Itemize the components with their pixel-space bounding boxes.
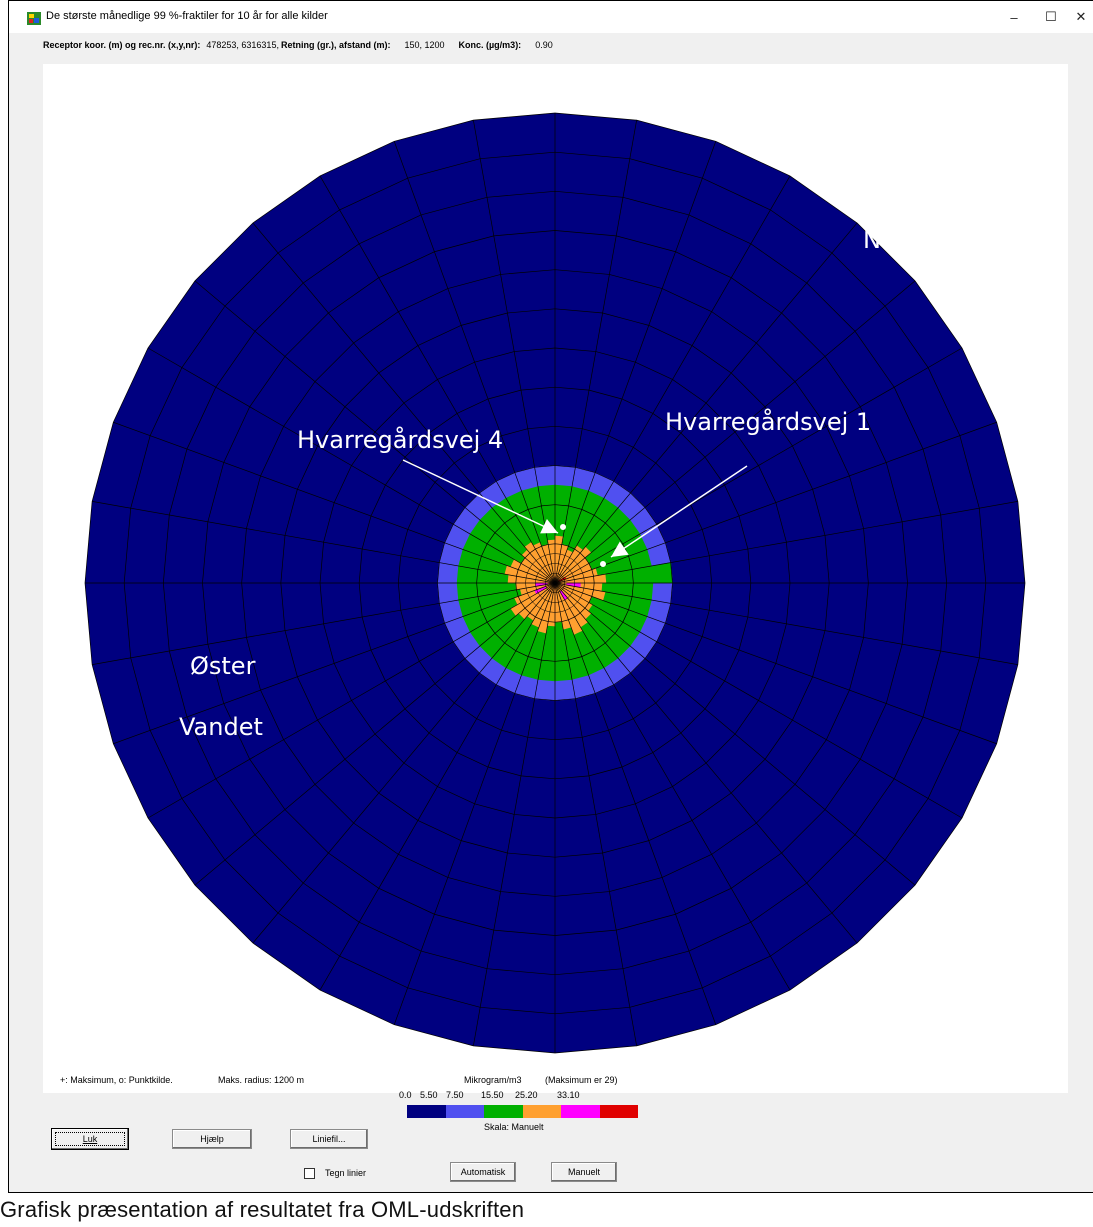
label-nors: Nors bbox=[863, 226, 918, 254]
close-button[interactable]: ✕ bbox=[1075, 9, 1087, 24]
max-radius: Maks. radius: 1200 m bbox=[218, 1075, 305, 1085]
receptor-info-bar: Receptor koor. (m) og rec.nr. (x,y,nr): 4… bbox=[43, 40, 559, 62]
grid-ring bbox=[84, 112, 1026, 1054]
direction-value: 150, 1200 bbox=[404, 40, 445, 50]
grid-ring bbox=[202, 230, 908, 936]
label-hvarregaardsvej-4: Hvarregårdsvej 4 bbox=[297, 425, 503, 454]
scale-tick: 25.20 bbox=[515, 1090, 538, 1100]
arrow-hvarregaardsvej-1-head bbox=[611, 541, 629, 557]
scale-swatch bbox=[522, 1105, 561, 1118]
automatic-scale-button[interactable]: Automatisk bbox=[450, 1162, 516, 1182]
scale-tick: 0.0 bbox=[399, 1090, 412, 1100]
grid-ring bbox=[123, 151, 987, 1015]
grid-ring-inner bbox=[544, 572, 566, 594]
label-oster: Øster bbox=[190, 652, 256, 680]
draw-lines-checkbox[interactable] bbox=[304, 1168, 315, 1179]
label-hvarregaardsvej-1: Hvarregårdsvej 1 bbox=[665, 407, 871, 436]
grid-ring-inner bbox=[525, 553, 585, 613]
grid-ring bbox=[162, 190, 948, 976]
draw-lines-label: Tegn linier bbox=[325, 1168, 367, 1178]
point-source-marker bbox=[600, 561, 606, 567]
grid-ring bbox=[280, 308, 830, 858]
manual-scale-button[interactable]: Manuelt bbox=[551, 1162, 617, 1182]
grid-ring bbox=[319, 347, 791, 819]
concentration-plot: Nors Hvarregårdsvej 4 Hvarregårdsvej 1 Øste… bbox=[43, 64, 1068, 1093]
grid-ring bbox=[397, 425, 713, 741]
window-title: De største månedlige 99 %-fraktiler for … bbox=[46, 10, 328, 22]
grid-ring bbox=[476, 504, 634, 662]
close-dialog-button[interactable]: Luk bbox=[51, 1128, 129, 1150]
grid-ring bbox=[241, 269, 869, 897]
scale-swatch bbox=[445, 1105, 484, 1118]
scale-swatch bbox=[561, 1105, 600, 1118]
help-button[interactable]: Hjælp bbox=[172, 1129, 252, 1149]
polar-grid: Nors Hvarregårdsvej 4 Hvarregårdsvej 1 Øste… bbox=[84, 112, 1026, 1054]
scale-tick: 15.50 bbox=[481, 1090, 504, 1100]
line-file-button[interactable]: Liniefil... bbox=[290, 1129, 368, 1149]
app-icon bbox=[27, 12, 41, 25]
scale-label: Skala: Manuelt bbox=[484, 1122, 544, 1132]
scale-swatch bbox=[484, 1105, 523, 1118]
conc-value: 0.90 bbox=[535, 40, 553, 50]
arrow-hvarregaardsvej-1-line bbox=[610, 465, 748, 558]
grid-ring bbox=[358, 386, 752, 780]
scale-tick: 5.50 bbox=[420, 1090, 438, 1100]
arrow-hvarregaardsvej-4-line bbox=[402, 459, 559, 534]
point-source-marker bbox=[560, 524, 566, 530]
receptor-label: Receptor koor. (m) og rec.nr. (x,y,nr): bbox=[43, 40, 201, 50]
legend-note: +: Maksimum, o: Punktkilde. bbox=[60, 1075, 173, 1085]
scale-swatch bbox=[599, 1105, 638, 1118]
direction-label: Retning (gr.), afstand (m): bbox=[280, 40, 391, 50]
scale-tick: 7.50 bbox=[446, 1090, 464, 1100]
maximize-button[interactable]: ☐ bbox=[1045, 9, 1057, 24]
grid-ring bbox=[437, 465, 673, 701]
arrow-hvarregaardsvej-4-head bbox=[540, 518, 558, 534]
maximum-label: (Maksimum er 29) bbox=[545, 1075, 618, 1085]
figure-caption: Grafisk præsentation af resultatet fra O… bbox=[0, 1197, 525, 1222]
grid-ring bbox=[515, 543, 595, 623]
label-vandet: Vandet bbox=[179, 713, 263, 741]
receptor-value: 478253, 6316315, bbox=[206, 40, 279, 50]
grid-ring-inner bbox=[535, 563, 575, 603]
conc-label: Konc. (µg/m3): bbox=[458, 40, 522, 50]
units-label: Mikrogram/m3 bbox=[464, 1075, 522, 1085]
scale-swatch bbox=[407, 1105, 446, 1118]
scale-tick: 33.10 bbox=[557, 1090, 580, 1100]
title-bar: De største månedlige 99 %-fraktiler for … bbox=[9, 1, 1093, 33]
minimize-button[interactable]: – bbox=[1010, 9, 1018, 25]
